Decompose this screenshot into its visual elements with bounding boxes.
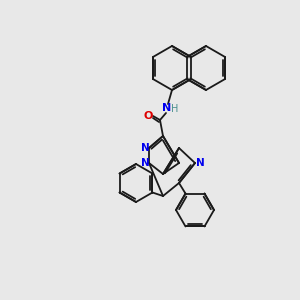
Text: H: H — [171, 104, 179, 114]
Text: N: N — [141, 158, 149, 168]
Text: N: N — [162, 103, 172, 113]
Text: N: N — [141, 143, 149, 153]
Text: N: N — [196, 158, 204, 168]
Text: O: O — [143, 111, 153, 121]
